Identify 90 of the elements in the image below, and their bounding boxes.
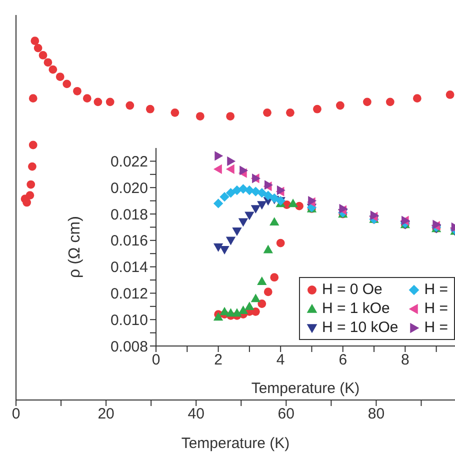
point	[94, 98, 102, 106]
point	[363, 98, 372, 106]
x-tick-label: 40	[188, 406, 204, 423]
point	[226, 112, 235, 120]
point	[257, 276, 267, 285]
point	[336, 101, 344, 110]
point	[28, 162, 36, 171]
y-tick-label: 0.016	[110, 232, 148, 250]
point	[238, 306, 248, 314]
point	[232, 228, 242, 236]
point	[244, 212, 254, 220]
point	[30, 36, 40, 46]
x-tick-label: 8	[400, 352, 410, 369]
point	[232, 308, 242, 317]
point	[313, 104, 322, 114]
x-tick-label: 4	[276, 352, 285, 369]
point	[412, 94, 422, 103]
point	[263, 108, 272, 117]
y-tick-label: 0.020	[110, 180, 148, 197]
point	[56, 72, 64, 81]
point	[146, 104, 154, 114]
point	[26, 191, 34, 200]
legend-label: H =	[424, 299, 448, 318]
point	[28, 140, 38, 150]
point	[288, 198, 298, 208]
y-tick-label: 0.008	[110, 338, 148, 356]
point	[270, 193, 280, 203]
point	[226, 164, 234, 174]
legend-label: H = 10 kOe	[322, 318, 398, 337]
legend-label: H =	[424, 318, 448, 337]
point	[220, 246, 230, 254]
point	[257, 188, 267, 198]
point	[214, 151, 224, 161]
point	[62, 80, 72, 88]
y-tick-label: 0.010	[110, 312, 148, 329]
point	[82, 94, 92, 103]
point	[196, 112, 204, 120]
point	[220, 192, 230, 202]
legend-label: H = 1 kOe	[322, 299, 390, 318]
point	[44, 58, 52, 67]
point	[446, 90, 454, 99]
point	[220, 306, 230, 316]
point	[263, 244, 273, 254]
legend-label: H = 0 Oe	[322, 280, 382, 299]
point	[126, 101, 134, 110]
x-tick-label: 60	[278, 406, 294, 423]
point	[38, 51, 48, 60]
point	[240, 166, 248, 176]
point	[48, 65, 58, 74]
x-tick-label: 6	[338, 352, 348, 369]
point	[286, 108, 294, 117]
point	[106, 98, 114, 106]
point	[258, 300, 266, 308]
y-tick-label: 0.014	[110, 259, 148, 276]
y-tick-label: 0.012	[110, 286, 148, 303]
point	[276, 238, 285, 248]
point	[213, 198, 224, 208]
point	[238, 184, 248, 194]
point	[226, 188, 236, 198]
point	[22, 198, 32, 207]
y-tick-label: 0.018	[110, 206, 148, 224]
point	[257, 201, 267, 210]
point	[238, 218, 248, 227]
point	[250, 205, 260, 214]
point	[226, 236, 236, 246]
point	[263, 190, 273, 200]
x-axis-title: Temperature (K)	[251, 380, 360, 397]
point	[213, 164, 222, 174]
x-axis-title: Temperature (K)	[181, 435, 290, 452]
x-tick-label: 80	[368, 406, 385, 423]
point	[250, 294, 260, 302]
x-tick-label: 20	[98, 406, 114, 423]
point	[28, 94, 38, 103]
point	[244, 302, 254, 310]
legend-label: H =	[424, 280, 448, 299]
y-axis-title: ρ (Ω cm)	[66, 216, 84, 278]
point	[386, 98, 394, 106]
x-tick-label: 2	[214, 352, 222, 369]
point	[170, 108, 180, 117]
point	[227, 156, 236, 166]
point	[264, 288, 272, 296]
x-tick-label: 0	[152, 352, 160, 369]
y-tick-label: 0.022	[110, 154, 148, 171]
point	[73, 86, 82, 96]
point	[34, 44, 42, 52]
x-tick-label: 0	[12, 406, 20, 423]
point	[26, 180, 36, 189]
point	[270, 217, 280, 226]
point	[213, 243, 224, 252]
point	[270, 273, 279, 282]
